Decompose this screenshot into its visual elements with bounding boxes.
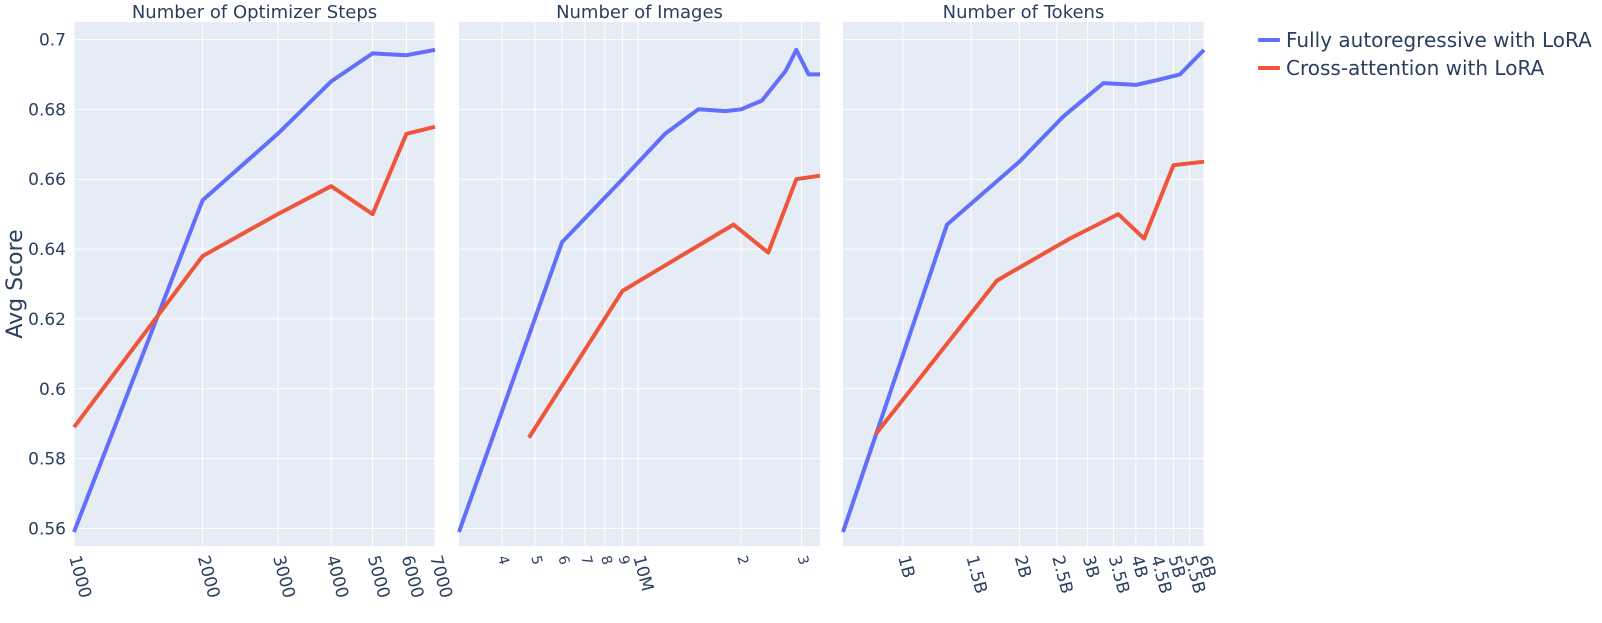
legend-label: Cross-attention with LoRA (1286, 56, 1544, 80)
legend-swatch-cross-attention (1258, 66, 1280, 70)
legend-swatch-fully-autoregressive (1258, 38, 1280, 42)
plot-background (843, 22, 1204, 546)
x-tick-label: 1000 (64, 553, 95, 600)
y-tick-label: 0.64 (28, 240, 66, 260)
x-tick-label: 10M (628, 553, 657, 593)
x-tick-label: 1B (893, 553, 918, 580)
x-tick-label: 2 (733, 554, 751, 567)
x-tick-label: 3 (794, 554, 812, 567)
plot-background (459, 22, 820, 546)
x-tick-label: 7000 (425, 553, 456, 600)
x-tick-label: 7 (577, 554, 595, 567)
y-tick-label: 0.66 (28, 170, 66, 190)
x-tick-label: 5 (527, 554, 545, 567)
y-tick-label: 0.7 (39, 30, 66, 50)
x-tick-label: 2B (1010, 553, 1035, 580)
y-tick-label: 0.56 (28, 520, 66, 540)
x-tick-label: 4 (494, 554, 512, 567)
panel-title: Number of Optimizer Steps (132, 2, 377, 23)
y-tick-label: 0.62 (28, 310, 66, 330)
x-tick-label: 2.5B (1047, 553, 1076, 596)
legend-label: Fully autoregressive with LoRA (1286, 28, 1592, 52)
x-tick-label: 4000 (322, 553, 353, 600)
x-tick-label: 3B (1078, 553, 1103, 580)
legend: Fully autoregressive with LoRA Cross-att… (1258, 26, 1592, 82)
legend-item-cross-attention[interactable]: Cross-attention with LoRA (1258, 54, 1592, 82)
x-tick-label: 1.5B (961, 553, 990, 596)
panel-title: Number of Tokens (943, 2, 1105, 23)
y-tick-label: 0.58 (28, 450, 66, 470)
x-tick-label: 3000 (268, 553, 299, 600)
x-tick-label: 8 (597, 554, 615, 567)
x-tick-label: 2000 (193, 553, 224, 600)
y-tick-label: 0.6 (39, 380, 66, 400)
legend-item-fully-autoregressive[interactable]: Fully autoregressive with LoRA (1258, 26, 1592, 54)
plot-background (74, 22, 435, 546)
y-tick-label: 0.68 (28, 100, 66, 120)
panel-title: Number of Images (556, 2, 723, 23)
y-axis-title: Avg Score (3, 229, 28, 338)
x-tick-label: 6 (554, 554, 572, 567)
x-tick-label: 5000 (363, 553, 394, 600)
x-tick-label: 6000 (397, 553, 428, 600)
